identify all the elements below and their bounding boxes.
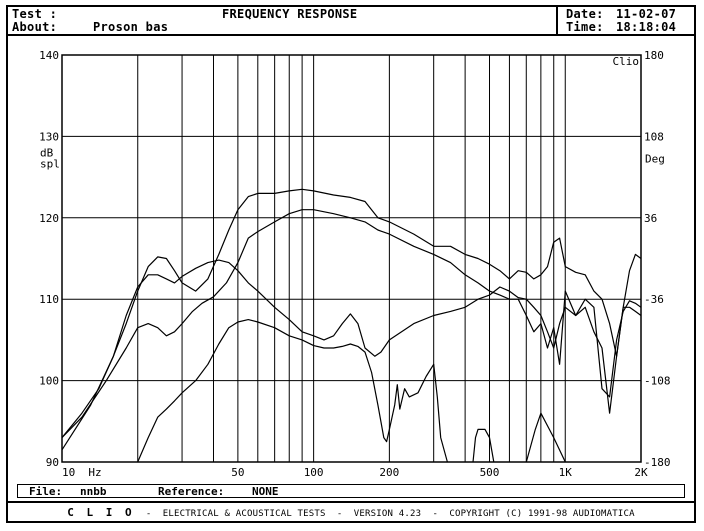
plot-area-border [61, 54, 642, 463]
file-info-box [17, 484, 685, 498]
x-tick-label: 1K [559, 466, 573, 479]
response-curve-4 [137, 319, 448, 462]
y2-tick-label: 36 [644, 212, 657, 225]
version-text: VERSION 4.23 [353, 509, 422, 519]
response-curve-6 [525, 412, 566, 462]
chart-grid [62, 55, 641, 462]
separator: - [145, 509, 152, 519]
chart-axis-labels: 90 100 110 120 130 140 -180 -108 -36 36 108 180 10 50… [39, 49, 670, 479]
footer-divider [6, 501, 696, 503]
y-tick-label: 100 [39, 375, 59, 388]
x-tick-label: 100 [304, 466, 324, 479]
x-unit-label: Hz [88, 466, 101, 479]
y2-label-deg: Deg [645, 152, 665, 165]
x-tick-label: 10 [62, 466, 75, 479]
chart-title: FREQUENCY RESPONSE [222, 7, 358, 21]
file-label: File: [29, 485, 63, 498]
tests-text: ELECTRICAL & ACOUSTICAL TESTS [162, 509, 326, 519]
test-label: Test : [12, 7, 58, 21]
clio-corner-label: Clio [613, 55, 640, 68]
y2-tick-label: -108 [644, 375, 671, 388]
y2-tick-label: -180 [644, 456, 671, 469]
x-tick-label: 2K [634, 466, 648, 479]
y-label-db: dB [40, 147, 54, 160]
separator: - [336, 509, 343, 519]
clio-logo-text: C L I O [67, 506, 135, 519]
reference-value: NONE [252, 485, 279, 498]
plot-window [6, 5, 696, 523]
response-curve-2 [62, 209, 641, 439]
y2-tick-label: -36 [644, 293, 664, 306]
y2-tick-label: 180 [644, 49, 664, 62]
x-tick-label: 50 [231, 466, 244, 479]
response-curve-3 [62, 259, 641, 438]
response-curve-5 [472, 428, 495, 462]
y-tick-label: 110 [39, 293, 59, 306]
status-bar: C L I O - ELECTRICAL & ACOUSTICAL TESTS … [8, 506, 694, 519]
header-divider [6, 34, 696, 36]
y-tick-label: 130 [39, 130, 59, 143]
about-value: Proson bas [93, 20, 169, 34]
y2-tick-label: 108 [644, 130, 664, 143]
header-left-divider [556, 5, 558, 35]
y-tick-label: 140 [39, 49, 59, 62]
time-label: Time: [566, 20, 604, 34]
reference-label: Reference: [158, 485, 225, 498]
file-value: nnbb [80, 485, 107, 498]
date-label: Date: [566, 7, 604, 21]
response-curve-1 [62, 188, 641, 451]
x-tick-label: 200 [379, 466, 399, 479]
y-tick-label: 120 [39, 212, 59, 225]
separator: - [432, 509, 439, 519]
y-label-spl: spl [40, 158, 60, 171]
x-tick-label: 500 [480, 466, 500, 479]
copyright-text: COPYRIGHT (C) 1991-98 AUDIOMATICA [449, 509, 635, 519]
date-value: 11-02-07 [616, 7, 677, 21]
time-value: 18:18:04 [616, 20, 677, 34]
y-tick-label: 90 [46, 456, 59, 469]
chart-curves [62, 188, 641, 462]
about-label: About: [12, 20, 58, 34]
